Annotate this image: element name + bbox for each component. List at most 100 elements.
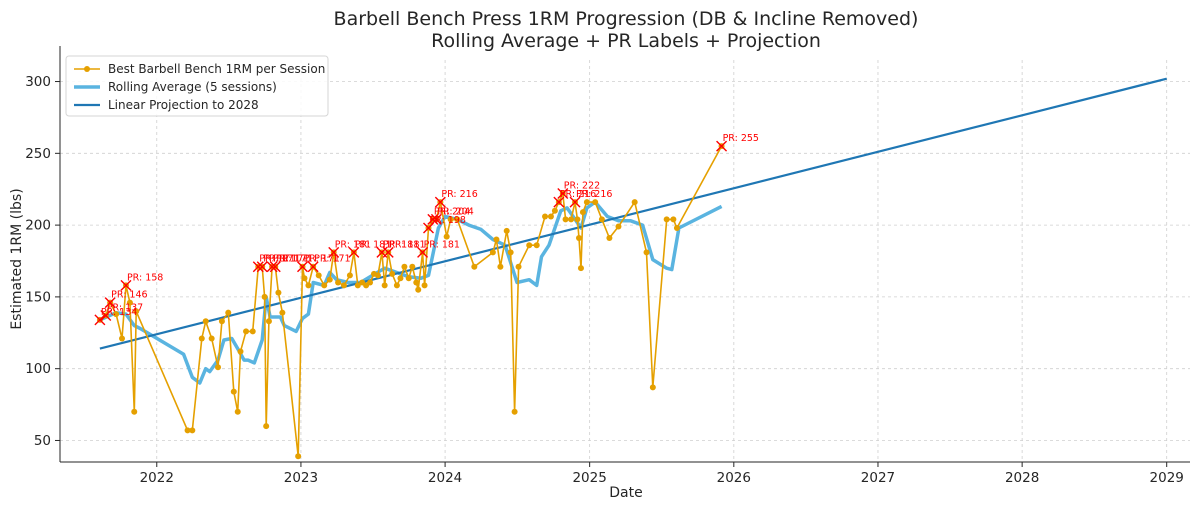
- best-1rm-line: [99, 145, 723, 458]
- x-axis-label: Date: [609, 485, 642, 501]
- pr-label: PR: 216: [441, 189, 477, 200]
- best-1rm-point: [551, 207, 558, 214]
- grid: [60, 60, 1190, 462]
- pr-marker-x-stroke: [328, 246, 340, 258]
- pr-label: PR: 198: [430, 215, 466, 226]
- best-1rm-point: [131, 408, 138, 415]
- pr-marker: [104, 297, 116, 309]
- pr-marker: [557, 188, 569, 200]
- pr-marker-x-stroke: [553, 196, 565, 208]
- pr-label: PR: 137: [107, 303, 143, 314]
- best-1rm-point: [568, 216, 575, 223]
- legend-entry: Best Barbell Bench 1RM per Session: [108, 62, 325, 76]
- best-1rm-point: [202, 318, 209, 325]
- best-1rm-point: [526, 242, 533, 249]
- best-1rm-point: [279, 309, 286, 316]
- best-1rm-point: [374, 272, 381, 279]
- best-1rm-point: [547, 213, 554, 220]
- best-1rm-point: [574, 216, 581, 223]
- legend: Best Barbell Bench 1RM per Session Rollin…: [65, 55, 329, 117]
- y-tick-label: 250: [25, 146, 51, 162]
- legend-entry: Linear Projection to 2028: [108, 98, 259, 112]
- pr-label: PR: 216: [576, 189, 612, 200]
- pr-label: PR: 181: [355, 239, 391, 250]
- best-1rm-point: [579, 209, 586, 216]
- best-1rm-point: [237, 348, 244, 355]
- pr-marker: [430, 213, 442, 225]
- best-1rm-point: [335, 279, 342, 286]
- best-1rm-point: [119, 335, 126, 342]
- pr-marker: [348, 246, 360, 258]
- best-1rm-point: [405, 275, 412, 282]
- best-1rm-point: [367, 279, 374, 286]
- best-1rm-point: [497, 263, 504, 270]
- pr-label: PR: 255: [723, 133, 759, 144]
- pr-label: PR: 134: [101, 307, 137, 318]
- best-1rm-point: [295, 453, 302, 460]
- best-1rm-point: [305, 282, 312, 289]
- best-1rm-point: [583, 199, 590, 206]
- best-1rm-point: [489, 249, 496, 256]
- best-1rm-point: [225, 309, 232, 316]
- pr-marker-x-stroke: [569, 196, 581, 208]
- pr-label: PR: 204: [434, 206, 470, 217]
- x-tick-label: 2022: [140, 470, 174, 486]
- pr-marker-x-stroke: [430, 213, 442, 225]
- best-1rm-point: [265, 318, 272, 325]
- pr-marker: [94, 314, 106, 326]
- best-1rm-point: [243, 328, 250, 335]
- pr-label: PR: 171: [273, 254, 309, 265]
- pr-marker-x-stroke: [94, 314, 106, 326]
- pr-marker: [100, 310, 112, 322]
- chart-subtitle: Rolling Average + PR Labels + Projection: [431, 30, 821, 52]
- legend-swatch-marker: [84, 66, 90, 72]
- pr-marker-x-stroke: [100, 310, 112, 322]
- pr-label: PR: 171: [314, 254, 350, 265]
- best-1rm-point: [454, 216, 461, 223]
- best-1rm-point: [606, 235, 613, 242]
- pr-marker-x-stroke: [427, 213, 439, 225]
- pr-marker-x-stroke: [269, 261, 281, 273]
- best-1rm-point: [673, 224, 680, 231]
- best-1rm-point: [615, 223, 622, 230]
- best-1rm-point: [214, 364, 221, 371]
- pr-marker-x-stroke: [252, 261, 264, 273]
- best-1rm-point: [261, 293, 268, 300]
- best-1rm-point: [113, 311, 120, 318]
- best-1rm-point: [471, 263, 478, 270]
- best-1rm-point: [249, 328, 256, 335]
- best-1rm-point: [340, 282, 347, 289]
- pr-marker: [328, 246, 340, 258]
- pr-marker: [417, 246, 429, 258]
- best-1rm-point: [184, 427, 191, 434]
- best-1rm-point: [413, 279, 420, 286]
- best-1rm-point: [415, 286, 422, 293]
- pr-label: PR: 216: [560, 189, 596, 200]
- pr-label: PR: 222: [564, 181, 600, 192]
- x-tick-label: 2027: [861, 470, 895, 486]
- pr-marker-x-stroke: [348, 246, 360, 258]
- best-1rm-point: [208, 335, 215, 342]
- best-1rm-point: [326, 276, 333, 283]
- best-1rm-point: [393, 282, 400, 289]
- best-1rm-point: [562, 216, 569, 223]
- best-1rm-point: [443, 233, 450, 240]
- y-tick-label: 50: [34, 433, 51, 449]
- best-1rm-point: [643, 249, 650, 256]
- pr-marker: [256, 261, 268, 273]
- best-1rm-point: [542, 213, 549, 220]
- best-1rm-point: [503, 227, 510, 234]
- best-1rm-point: [409, 263, 416, 270]
- pr-marker: [569, 196, 581, 208]
- best-1rm-point: [381, 282, 388, 289]
- pr-marker-x-stroke: [307, 261, 319, 273]
- best-1rm-point: [234, 408, 241, 415]
- best-1rm-point: [447, 216, 454, 223]
- pr-marker-x-stroke: [256, 261, 268, 273]
- best-1rm-point: [321, 282, 328, 289]
- best-1rm-point: [389, 270, 396, 277]
- pr-marker-x-stroke: [417, 246, 429, 258]
- x-tick-label: 2028: [1005, 470, 1039, 486]
- best-1rm-point: [230, 388, 237, 395]
- best-1rm-point: [631, 199, 638, 206]
